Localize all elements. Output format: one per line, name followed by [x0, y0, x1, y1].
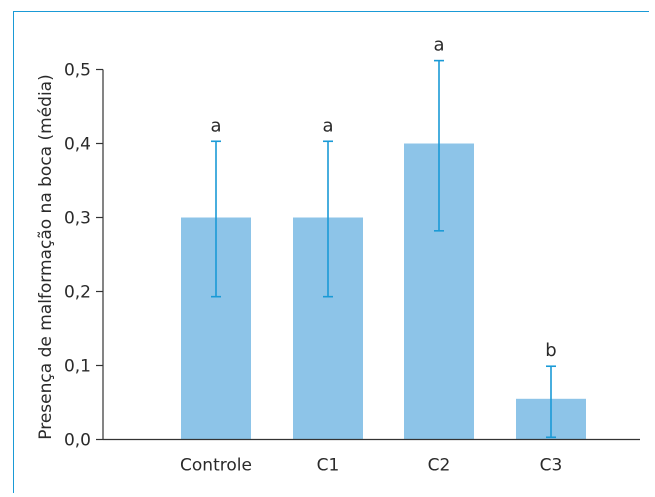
- plot-area: 0,0 0,1 0,2 0,3 0,4 0,5 a a a b Controle C1 C2 C3: [64, 35, 640, 476]
- x-tick-label: C1: [317, 456, 340, 476]
- y-tick-label: 0,3: [64, 209, 91, 229]
- x-tick-label: C3: [540, 456, 563, 476]
- y-tick-label: 0,5: [64, 61, 91, 81]
- y-tick-label: 0,2: [64, 283, 91, 303]
- x-tick-label: C2: [428, 456, 451, 476]
- chart-frame: [13, 11, 649, 493]
- significance-label: a: [322, 115, 333, 136]
- y-tick-label: 0,0: [64, 431, 91, 451]
- y-axis-title: Presença de malformação na boca (média): [36, 74, 56, 439]
- y-tick-label: 0,1: [64, 357, 91, 377]
- y-tick-label: 0,4: [64, 135, 91, 155]
- significance-label: a: [433, 35, 444, 56]
- x-tick-label: Controle: [180, 456, 252, 476]
- significance-label: b: [545, 340, 556, 361]
- significance-label: a: [210, 115, 221, 136]
